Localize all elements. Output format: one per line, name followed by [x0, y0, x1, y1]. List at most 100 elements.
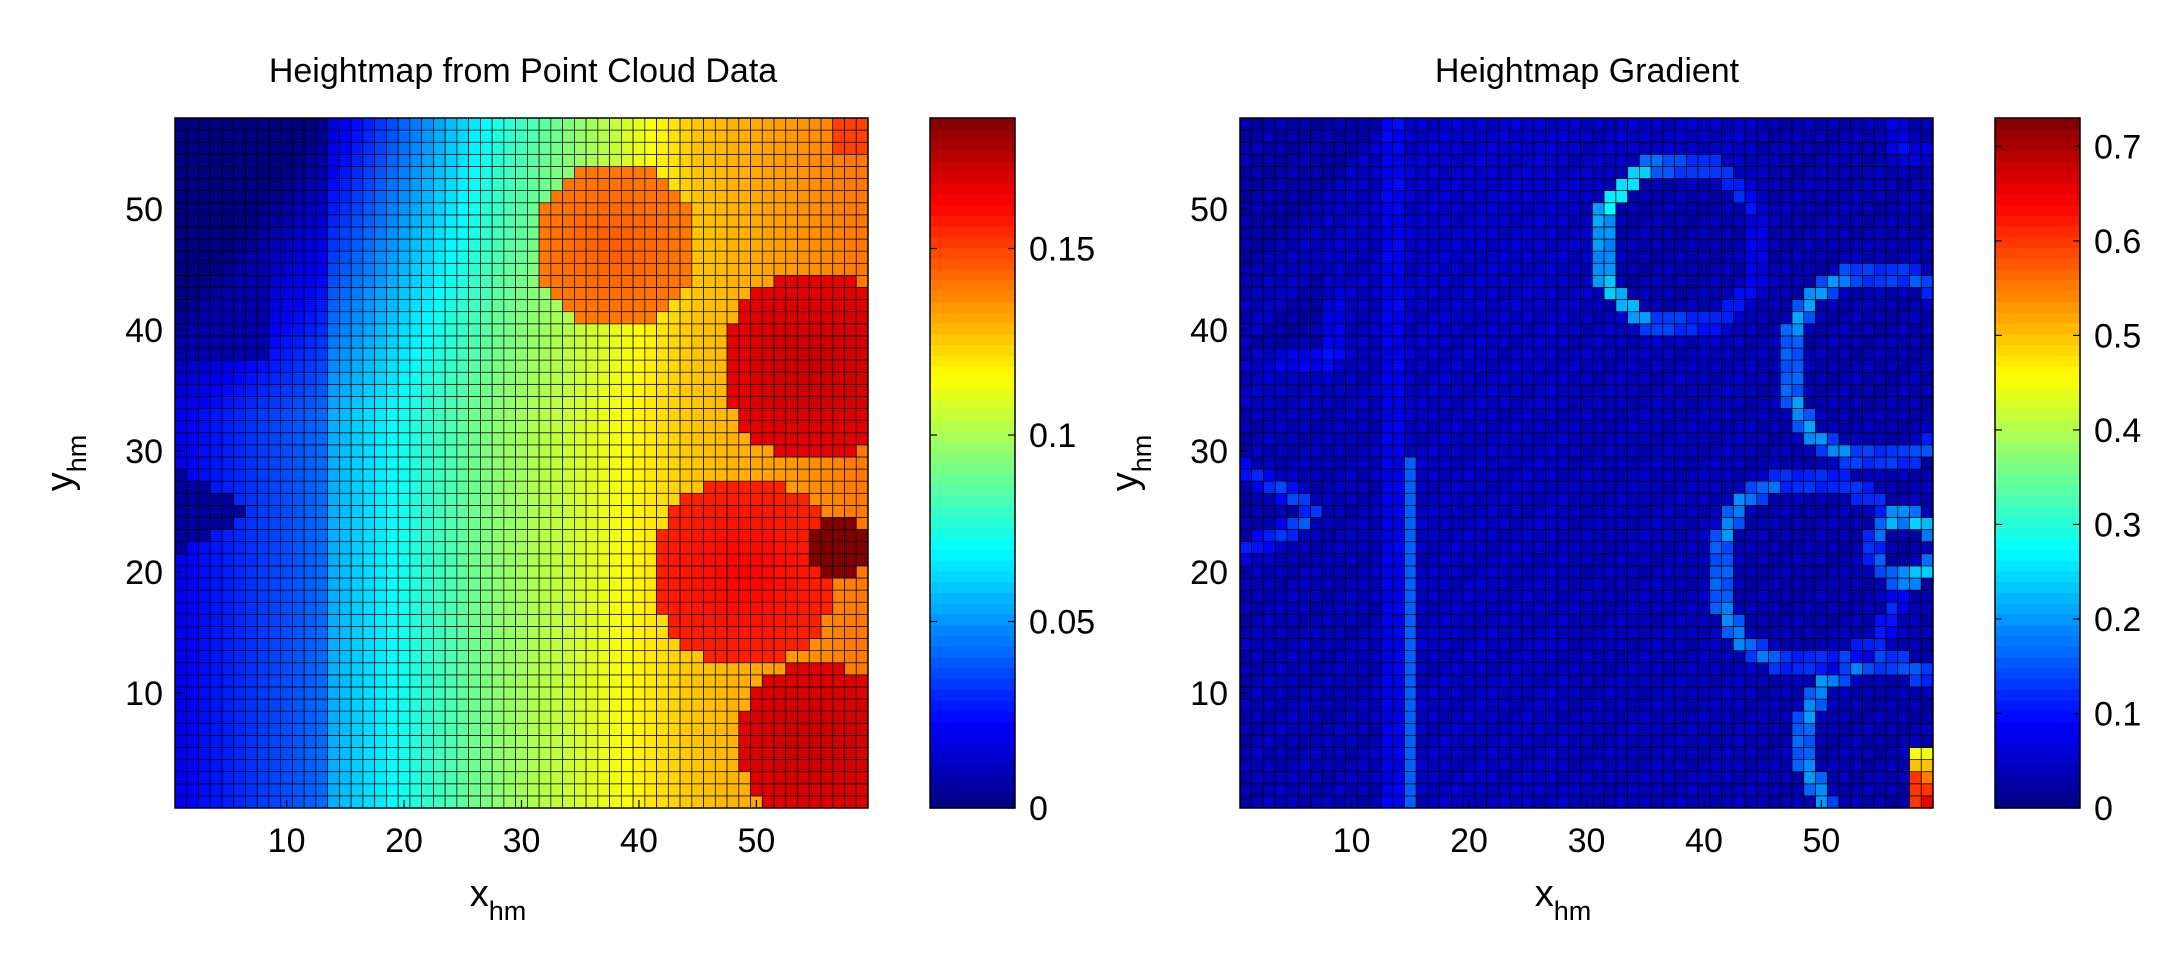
heatmap-cell [761, 601, 775, 615]
heatmap-cell [1415, 783, 1429, 797]
heatmap-cell [667, 359, 681, 373]
heatmap-cell [632, 565, 646, 579]
heatmap-cell [738, 166, 751, 179]
heatmap-cell [691, 601, 704, 615]
heatmap-cell [233, 795, 246, 809]
heatmap-cell [256, 698, 270, 712]
heatmap-cell [280, 662, 293, 676]
heatmap-cell [738, 299, 751, 313]
heatmap-cell [703, 420, 716, 434]
heatmap-cell [644, 626, 657, 639]
heatmap-cell [679, 698, 693, 712]
heatmap-cell [1392, 674, 1405, 688]
heatmap-cell [515, 553, 528, 567]
heatmap-cell [808, 674, 822, 688]
heatmap-cell [480, 250, 493, 264]
heatmap-cell [315, 166, 329, 179]
heatmap-cell [785, 178, 798, 191]
heatmap-cell [1239, 529, 1253, 543]
heatmap-cell [327, 153, 340, 167]
heatmap-cell [726, 638, 740, 651]
heatmap-cell [256, 589, 270, 603]
heatmap-cell [773, 396, 787, 409]
heatmap-cell [1404, 698, 1417, 712]
heatmap-cell [386, 529, 399, 543]
heatmap-cell [574, 214, 587, 228]
heatmap-cell [315, 214, 329, 228]
heatmap-cell [397, 480, 411, 494]
heatmap-cell [761, 480, 775, 494]
heatmap-cell [186, 226, 199, 240]
heatmap-cell [785, 529, 798, 543]
heatmap-cell [1451, 226, 1464, 240]
heatmap-cell [644, 420, 657, 434]
heatmap-cell [761, 783, 775, 797]
heatmap-cell [503, 202, 516, 216]
heatmap-cell [327, 747, 340, 760]
heatmap-cell [632, 190, 646, 204]
heatmap-cell [409, 517, 423, 530]
heatmap-cell [456, 783, 469, 797]
heatmap-cell [421, 771, 434, 785]
heatmap-cell [1380, 383, 1394, 397]
heatmap-cell [1486, 686, 1499, 700]
heatmap-cell [1498, 190, 1511, 204]
heatmap-cell [574, 529, 587, 543]
heatmap-cell [233, 577, 246, 591]
heatmap-cell [1321, 226, 1335, 240]
heatmap-cell [714, 129, 728, 143]
heatmap-cell [703, 577, 716, 591]
heatmap-cell [726, 517, 740, 530]
heatmap-cell [433, 747, 446, 760]
heatmap-cell [1439, 153, 1452, 167]
heatmap-cell [386, 638, 399, 651]
heatmap-cell [1415, 722, 1429, 736]
heatmap-cell [174, 613, 188, 627]
heatmap-cell [527, 141, 540, 155]
y-tick-label: 10 [125, 675, 163, 713]
heatmap-cell [1274, 226, 1288, 240]
heatmap-cell [245, 783, 258, 797]
heatmap-cell [1404, 589, 1417, 603]
heatmap-cell [1415, 795, 1429, 809]
heatmap-cell [1368, 190, 1382, 204]
heatmap-cell [421, 359, 434, 373]
heatmap-cell [386, 747, 399, 760]
heatmap-cell [1239, 262, 1253, 276]
heatmap-cell [726, 202, 740, 216]
heatmap-cell [550, 432, 563, 446]
heatmap-cell [515, 383, 528, 397]
heatmap-cell [1239, 759, 1253, 773]
heatmap-cell [1498, 275, 1511, 288]
heatmap-cell [1368, 347, 1382, 361]
heatmap-cell [667, 335, 681, 349]
heatmap-cell [503, 722, 516, 736]
heatmap-cell [339, 408, 352, 421]
heatmap-cell [362, 129, 376, 143]
heatmap-cell [1357, 141, 1370, 155]
heatmap-cell [1298, 589, 1311, 603]
heatmap-cell [350, 686, 364, 700]
heatmap-cell [714, 420, 728, 434]
heatmap-cell [456, 613, 469, 627]
heatmap-cell [844, 359, 857, 373]
heatmap-cell [245, 371, 258, 385]
heatmap-cell [339, 214, 352, 228]
heatmap-cell [1427, 335, 1441, 349]
heatmap-cell [585, 747, 599, 760]
heatmap-cell [1251, 650, 1264, 664]
heatmap-cell [574, 492, 587, 506]
heatmap-cell [1345, 783, 1358, 797]
heatmap-cell [1392, 287, 1405, 300]
heatmap-cell [738, 371, 751, 385]
heatmap-cell [468, 674, 481, 688]
heatmap-cell [303, 202, 317, 216]
heatmap-cell [1333, 601, 1347, 615]
heatmap-cell [362, 323, 376, 337]
heatmap-cell [562, 190, 575, 204]
heatmap-cell [1533, 747, 1546, 760]
heatmap-cell [468, 299, 481, 313]
heatmap-cell [245, 359, 258, 373]
heatmap-cell [1451, 722, 1464, 736]
heatmap-cell [209, 275, 223, 288]
